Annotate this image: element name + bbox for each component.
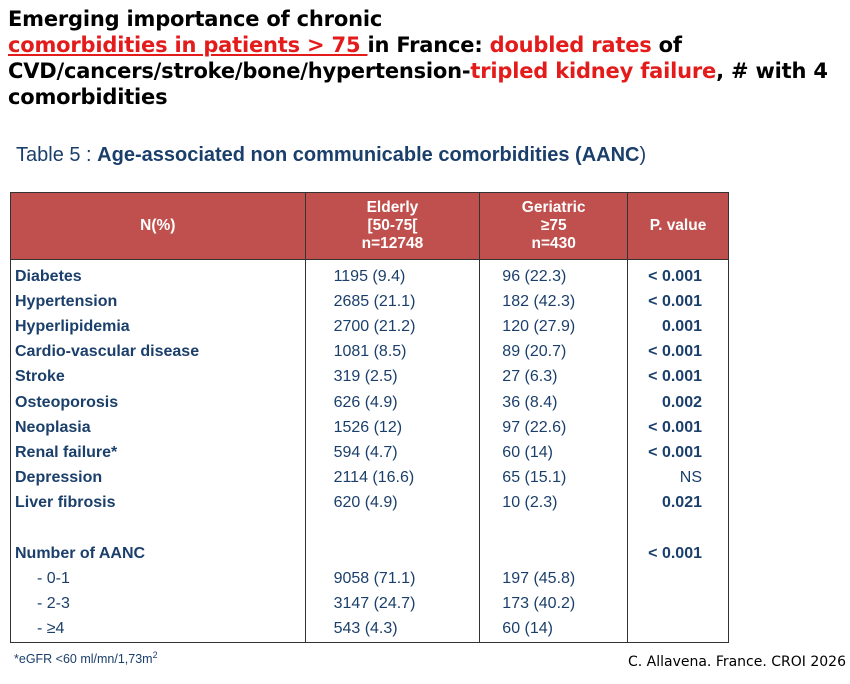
header-geriatric: Geriatric ≥75 n=430: [479, 192, 629, 260]
p-value: 0.021: [627, 490, 729, 516]
geriatric-value: 27 (6.3): [479, 364, 629, 390]
aanc-row: - ≥4 543 (4.3) 60 (14): [10, 616, 729, 643]
row-label: Hyperlipidemia: [10, 314, 306, 340]
geriatric-value: 120 (27.9): [479, 314, 629, 340]
slide-headline: Emerging importance of chronic comorbidi…: [8, 6, 843, 110]
comorbidity-table: N(%) Elderly [50-75[n=12748 Geriatric ≥75 n…: [10, 192, 729, 643]
table-title-prefix: Table 5 :: [16, 144, 98, 166]
footnote: *eGFR <60 ml/mn/1,73m2: [14, 650, 158, 667]
spacer-row: [10, 515, 729, 542]
row-label: Osteoporosis: [10, 389, 306, 416]
p-value: 0.001: [627, 314, 729, 340]
geriatric-value: 36 (8.4): [479, 389, 629, 416]
row-label: Renal failure*: [10, 440, 306, 466]
elderly-value: 2685 (21.1): [304, 289, 481, 315]
geriatric-value: 182 (42.3): [479, 289, 629, 315]
header-n-percent: N(%): [10, 192, 306, 260]
table-row: Renal failure* 594 (4.7) 60 (14) < 0.001: [10, 440, 729, 466]
headline-line3-tail: , # with 4: [716, 59, 828, 83]
headline-doubled-rates: doubled rates: [489, 33, 652, 57]
aanc-row-label: - ≥4: [10, 616, 306, 643]
row-label: Hypertension: [10, 289, 306, 315]
table-row: Hypertension 2685 (21.1) 182 (42.3) < 0.…: [10, 289, 729, 315]
elderly-value: 626 (4.9): [304, 389, 481, 416]
elderly-value: 9058 (71.1): [304, 566, 481, 592]
p-value: < 0.001: [627, 440, 729, 466]
table-row: Cardio-vascular disease 1081 (8.5) 89 (2…: [10, 339, 729, 365]
row-label: Neoplasia: [10, 415, 306, 441]
geriatric-value: 97 (22.6): [479, 415, 629, 441]
aanc-row-label: - 2-3: [10, 591, 306, 617]
p-value: < 0.001: [627, 259, 729, 290]
geriatric-value: 60 (14): [479, 440, 629, 466]
headline-line4: comorbidities: [8, 85, 168, 109]
table-row: Depression 2114 (16.6) 65 (15.1) NS: [10, 465, 729, 491]
aanc-row: - 0-1 9058 (71.1) 197 (45.8): [10, 566, 729, 592]
table-row: Hyperlipidemia 2700 (21.2) 120 (27.9) 0.…: [10, 314, 729, 340]
source-credit: C. Allavena. France. CROI 2026: [627, 654, 846, 670]
elderly-value: 2114 (16.6): [304, 465, 481, 491]
elderly-value: 319 (2.5): [304, 364, 481, 390]
p-value: < 0.001: [627, 339, 729, 365]
table-row: Neoplasia 1526 (12) 97 (22.6) < 0.001: [10, 415, 729, 441]
row-label: Diabetes: [10, 259, 306, 290]
elderly-value: 543 (4.3): [304, 616, 481, 643]
table-title-bold: Age-associated non communicable comorbid…: [97, 144, 640, 166]
table-header-row: N(%) Elderly [50-75[n=12748 Geriatric ≥75 n…: [10, 192, 729, 260]
aanc-row-label: - 0-1: [10, 566, 306, 592]
headline-line1: Emerging importance of chronic: [8, 7, 383, 31]
headline-of: of: [651, 33, 682, 57]
p-value: < 0.001: [627, 415, 729, 441]
elderly-value: 1526 (12): [304, 415, 481, 441]
headline-in-france: in France:: [367, 33, 490, 57]
aanc-p-value: < 0.001: [627, 541, 729, 567]
headline-red-underlined: comorbidities in patients > 75: [8, 33, 368, 57]
geriatric-value: 173 (40.2): [479, 591, 629, 617]
aanc-header-row: Number of AANC < 0.001: [10, 541, 729, 567]
p-value: 0.002: [627, 389, 729, 416]
geriatric-value: 60 (14): [479, 616, 629, 643]
row-label: Stroke: [10, 364, 306, 390]
geriatric-value: 89 (20.7): [479, 339, 629, 365]
geriatric-value: 96 (22.3): [479, 259, 629, 290]
geriatric-value: 10 (2.3): [479, 490, 629, 516]
header-elderly: Elderly [50-75[n=12748: [304, 192, 481, 260]
aanc-label: Number of AANC: [10, 541, 306, 567]
geriatric-value: 197 (45.8): [479, 566, 629, 592]
elderly-value: 3147 (24.7): [304, 591, 481, 617]
table-row: Stroke 319 (2.5) 27 (6.3) < 0.001: [10, 364, 729, 390]
row-label: Liver fibrosis: [10, 490, 306, 516]
geriatric-value: 65 (15.1): [479, 465, 629, 491]
elderly-value: 594 (4.7): [304, 440, 481, 466]
p-value: NS: [627, 465, 729, 491]
elderly-value: 1195 (9.4): [304, 259, 481, 290]
headline-tripled: tripled kidney failure: [470, 59, 717, 83]
table-title-suffix: ): [639, 144, 647, 166]
elderly-value: 620 (4.9): [304, 490, 481, 516]
table-title: Table 5 : Age-associated non communicabl…: [16, 144, 646, 167]
elderly-value: 2700 (21.2): [304, 314, 481, 340]
headline-line3-black: CVD/cancers/stroke/bone/hypertension-: [8, 59, 471, 83]
header-p-value: P. value: [627, 192, 729, 260]
row-label: Cardio-vascular disease: [10, 339, 306, 365]
aanc-row: - 2-3 3147 (24.7) 173 (40.2): [10, 591, 729, 617]
row-label: Depression: [10, 465, 306, 491]
p-value: < 0.001: [627, 289, 729, 315]
table-row: Osteoporosis 626 (4.9) 36 (8.4) 0.002: [10, 389, 729, 416]
table-row: Liver fibrosis 620 (4.9) 10 (2.3) 0.021: [10, 490, 729, 516]
p-value: < 0.001: [627, 364, 729, 390]
elderly-value: 1081 (8.5): [304, 339, 481, 365]
table-row: Diabetes 1195 (9.4) 96 (22.3) < 0.001: [10, 259, 729, 290]
